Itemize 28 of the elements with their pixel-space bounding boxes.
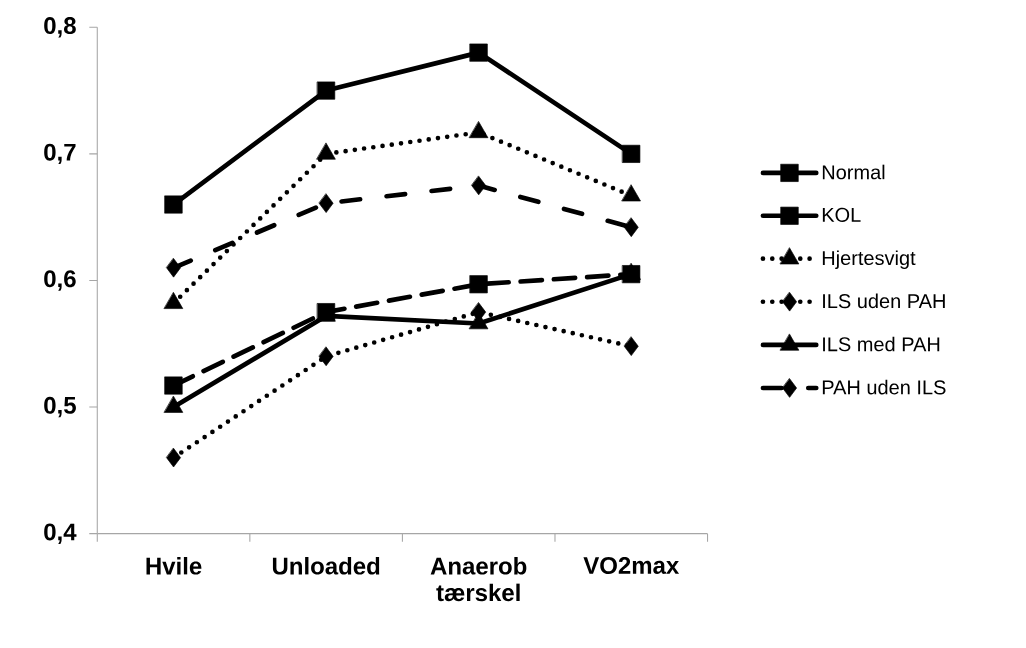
point	[623, 336, 639, 357]
point	[164, 195, 183, 214]
point	[166, 258, 181, 278]
point	[469, 43, 488, 62]
legend-label: PAH uden ILS	[822, 380, 946, 395]
legend-label: ILS uden PAH	[823, 293, 945, 309]
point	[164, 376, 183, 395]
point	[318, 346, 334, 367]
x-tick-label: Anaerob tærskel	[430, 557, 527, 602]
legend-label: Normal	[822, 164, 885, 180]
y-tick-label: 0,6	[44, 270, 76, 291]
point	[623, 217, 639, 238]
point	[471, 176, 487, 196]
point	[317, 81, 336, 100]
point	[166, 448, 181, 468]
point	[622, 145, 641, 164]
point	[469, 275, 488, 294]
x-tick-label: Hvile	[146, 557, 202, 575]
legend-label: Hjertesvigt	[822, 250, 916, 270]
point	[318, 193, 334, 214]
legend-label: KOL	[822, 208, 861, 223]
x-tick-label: Unloaded	[272, 557, 380, 575]
y-tick-label: 0,4	[44, 523, 77, 545]
legend-label: ILS med PAH	[823, 336, 940, 352]
x-tick-label: VO2max	[583, 557, 680, 575]
y-tick-label: 0,7	[44, 143, 76, 165]
y-tick-label: 0,8	[44, 17, 76, 38]
y-tick-label: 0,5	[44, 397, 76, 418]
